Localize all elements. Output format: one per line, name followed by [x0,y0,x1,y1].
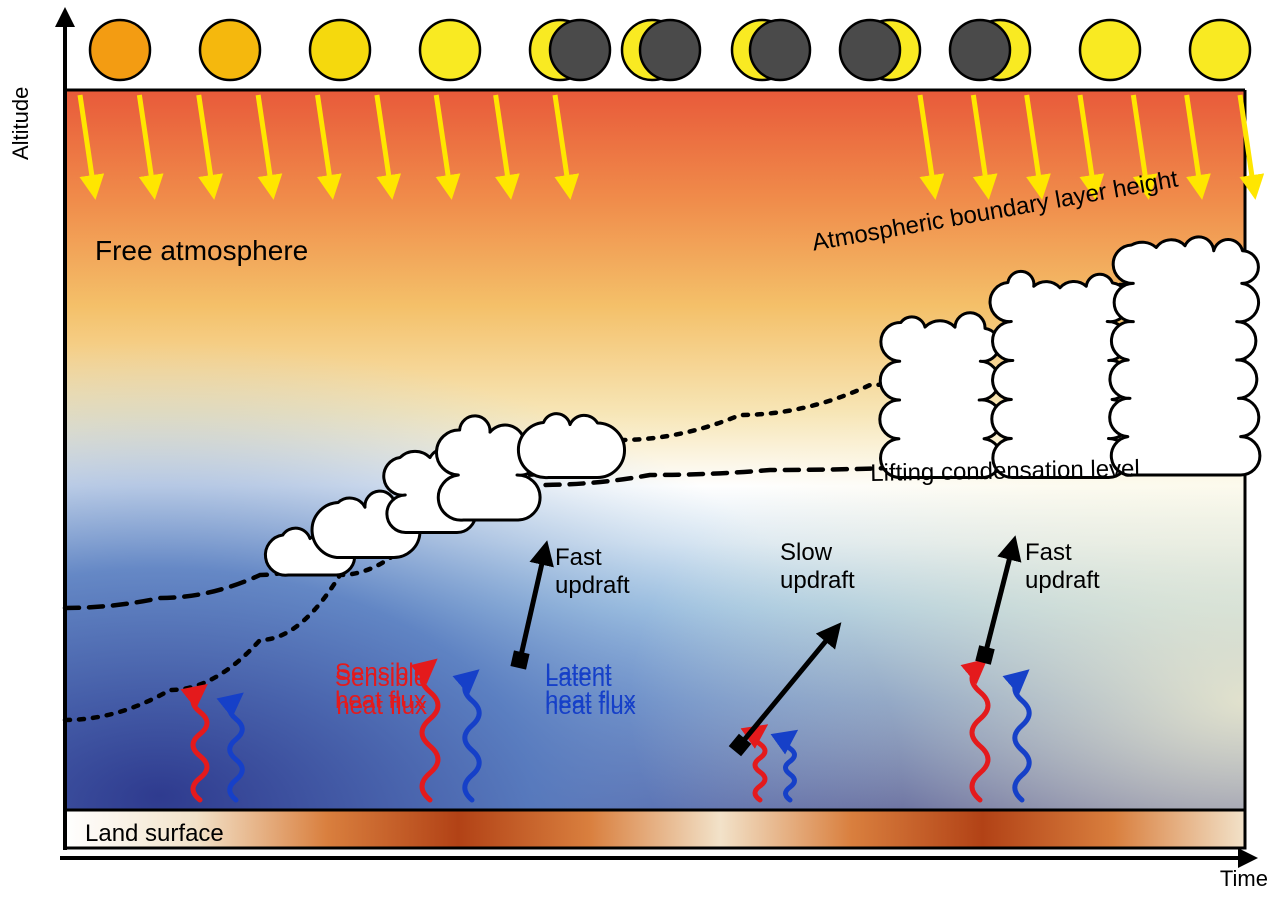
updraft-label: updraft [780,567,855,594]
label-lcl: Lifting condensation level [870,455,1140,488]
sun-icon [90,20,150,80]
updraft-label: updraft [1025,567,1100,594]
cloud-icon [880,313,1002,478]
label-sensible-heat: Sensibleheat flux [335,665,427,721]
sun-icon [310,20,370,80]
x-axis-label: Time [1220,866,1268,892]
label-land-surface: Land surface [85,820,224,848]
sun-icon [420,20,480,80]
updraft-label: Slow [780,539,833,566]
sun-icon [840,20,920,80]
y-axis-label: Altitude [8,87,34,160]
land-strip [65,810,1245,848]
label-latent-heat: Latentheat flux [545,665,636,721]
sun-icon [732,20,810,80]
sun-icon [622,20,700,80]
sun-icon [200,20,260,80]
updraft-label: updraft [555,572,630,599]
updraft-label: Fast [555,544,602,571]
label-free-atmosphere: Free atmosphere [95,235,308,267]
sun-icon [530,20,610,80]
sun-icon [950,20,1030,80]
cloud-icon [1110,237,1260,475]
updraft-label: Fast [1025,539,1072,566]
sun-icon [1190,20,1250,80]
sun-icon [1080,20,1140,80]
